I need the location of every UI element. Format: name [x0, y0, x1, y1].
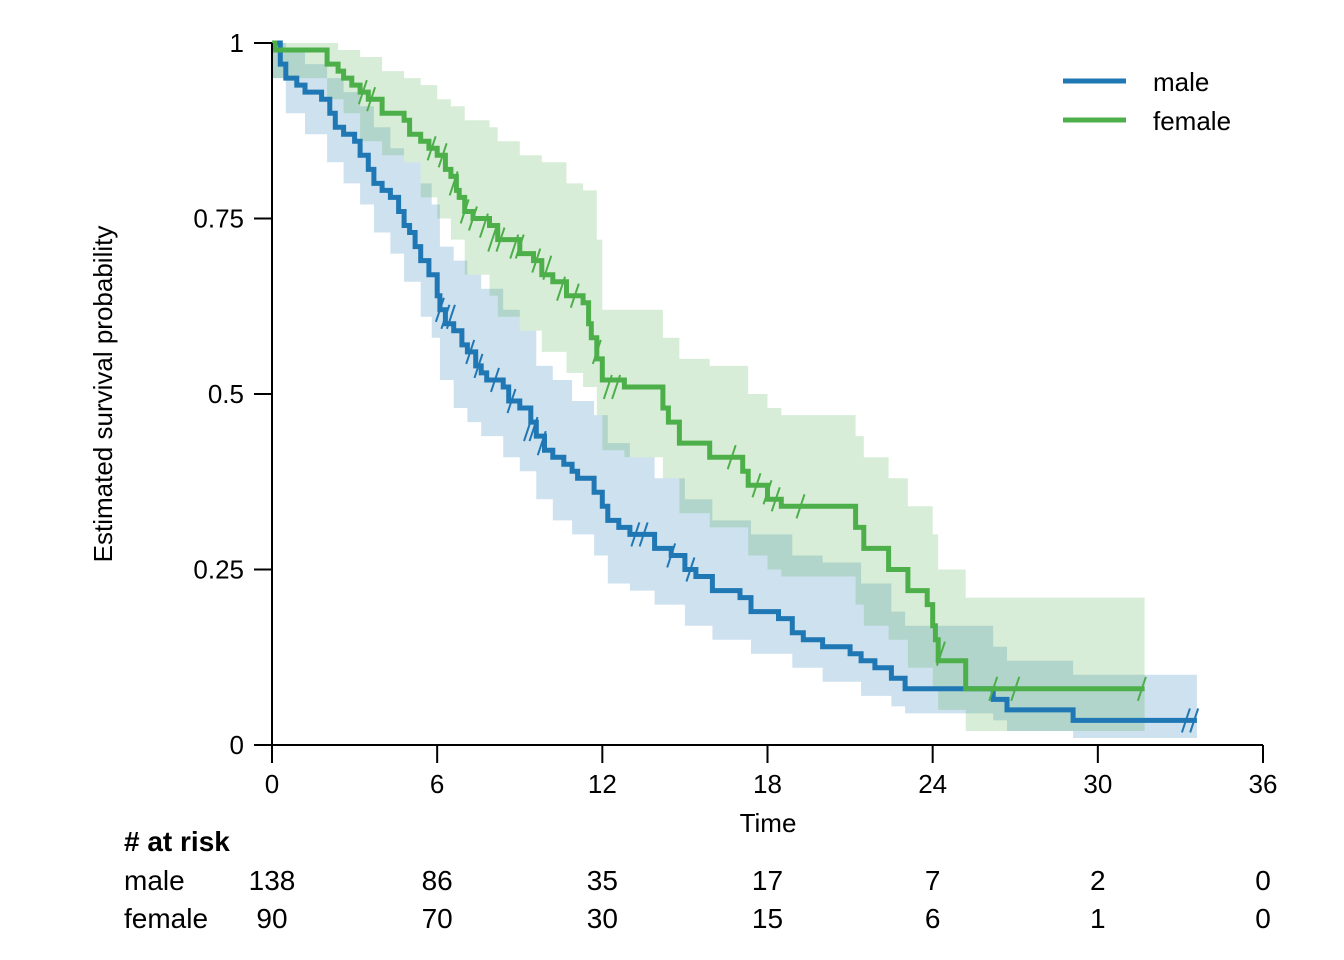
risk-table: # at risk male 138 86 35 17 7 2 0 female 90 70 30 15…: [124, 826, 1271, 934]
female-censor-mark: [726, 444, 737, 470]
male-censor-mark: [1180, 708, 1191, 733]
risk-count: 0: [1255, 865, 1271, 896]
female-censor-mark: [611, 374, 622, 400]
male-censor-mark: [666, 543, 677, 568]
y-tick-label: 0: [230, 730, 244, 760]
risk-count: 17: [752, 865, 783, 896]
x-tick-label: 30: [1083, 769, 1112, 799]
male-survival-curve: [272, 40, 1197, 723]
female-censor-mark: [1136, 676, 1147, 702]
female-censor-mark: [591, 339, 602, 365]
risk-table-title: # at risk: [124, 826, 230, 857]
x-tick-label: 24: [918, 769, 947, 799]
male-censor-mark: [536, 430, 547, 456]
y-tick-label: 0.75: [193, 204, 244, 234]
y-axis-title: Estimated survival probability: [88, 226, 118, 563]
female-censor-mark: [448, 171, 459, 196]
female-censor-mark: [988, 676, 999, 702]
female-censor-mark: [468, 206, 478, 231]
survival-curves: [272, 40, 1197, 723]
risk-count: 138: [249, 865, 296, 896]
male-censor-mark: [630, 522, 641, 547]
female-censor-mark: [426, 135, 437, 161]
y-ticks: 0 0.25 0.5 0.75 1: [193, 28, 272, 760]
risk-count: 70: [422, 903, 453, 934]
risk-count: 2: [1090, 865, 1106, 896]
male-confidence-band: [272, 43, 1197, 738]
male-censor-mark: [490, 367, 500, 393]
female-censor-mark: [770, 486, 781, 512]
female-censor-mark: [556, 276, 566, 302]
axes: 0 0.25 0.5 0.75 1 0 6 12 18 24 30 36 Time Estimate…: [88, 28, 1277, 838]
female-censor-mark: [569, 283, 580, 309]
x-tick-label: 18: [753, 769, 782, 799]
male-censor-mark: [465, 339, 476, 365]
y-tick-label: 1: [230, 28, 244, 58]
risk-count: 1: [1090, 903, 1106, 934]
x-tick-label: 0: [265, 769, 279, 799]
y-tick-label: 0.5: [208, 379, 244, 409]
plot-area: [272, 40, 1200, 738]
male-censor-mark: [1189, 708, 1200, 733]
x-tick-label: 12: [588, 769, 617, 799]
female-censor-mark: [935, 641, 946, 667]
male-censor-mark: [440, 304, 451, 330]
x-tick-label: 36: [1249, 769, 1278, 799]
female-censor-mark: [514, 234, 525, 259]
risk-count: 86: [422, 865, 453, 896]
male-censor-mark: [685, 557, 696, 582]
female-censor-mark: [542, 255, 553, 280]
risk-count: 90: [256, 903, 287, 934]
legend: male female: [1063, 67, 1231, 136]
male-censor-mark: [506, 388, 517, 414]
male-censor-mark: [523, 416, 533, 442]
female-confidence-band: [272, 43, 1145, 731]
female-censor-mark: [366, 86, 377, 112]
x-ticks: 0 6 12 18 24 30 36: [265, 745, 1278, 799]
y-tick-label: 0.25: [193, 555, 244, 585]
female-censor-mark: [531, 248, 542, 273]
female-censor-mark: [602, 374, 613, 400]
male-censor-mark: [473, 353, 484, 379]
risk-count: 6: [925, 903, 941, 934]
female-censor-mark: [495, 227, 506, 252]
risk-count: 0: [1255, 903, 1271, 934]
x-axis-title: Time: [740, 808, 797, 838]
risk-count: 15: [752, 903, 783, 934]
risk-row-label: male: [124, 865, 185, 896]
censor-marks: [357, 79, 1200, 733]
female-censor-mark: [1010, 676, 1021, 702]
female-censor-mark: [762, 479, 773, 505]
female-censor-mark: [751, 472, 762, 498]
female-censor-mark: [487, 227, 498, 252]
male-censor-mark: [434, 297, 445, 323]
risk-count: 7: [925, 865, 941, 896]
risk-count: 35: [587, 865, 618, 896]
female-legend-label: female: [1153, 106, 1231, 136]
female-censor-mark: [459, 199, 470, 224]
confidence-bands: [272, 43, 1197, 738]
male-censor-mark: [528, 416, 539, 442]
male-censor-mark: [445, 304, 456, 330]
female-censor-mark: [509, 234, 520, 259]
female-censor-mark: [357, 79, 368, 105]
risk-row-label: female: [124, 903, 208, 934]
x-tick-label: 6: [430, 769, 444, 799]
risk-count: 30: [587, 903, 618, 934]
female-survival-curve: [272, 40, 1145, 692]
female-censor-mark: [479, 213, 489, 238]
female-censor-mark: [437, 143, 448, 168]
male-censor-mark: [638, 522, 649, 547]
male-legend-label: male: [1153, 67, 1209, 97]
female-censor-mark: [795, 494, 806, 519]
